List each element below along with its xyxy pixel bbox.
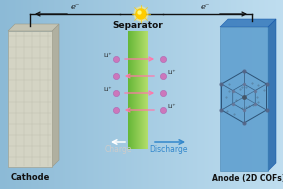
Polygon shape [8,24,59,31]
Polygon shape [8,31,52,167]
Text: Charge: Charge [104,146,132,154]
Text: e⁻: e⁻ [200,3,210,11]
Text: Li⁺: Li⁺ [104,87,112,92]
Circle shape [134,7,148,21]
Circle shape [138,11,141,14]
Text: Li⁺: Li⁺ [167,104,175,109]
Text: Li⁺: Li⁺ [104,53,112,58]
Circle shape [136,9,146,19]
Polygon shape [220,19,276,27]
Text: e⁻: e⁻ [70,3,80,11]
Text: Discharge: Discharge [149,146,187,154]
Text: Separator: Separator [113,22,163,30]
Text: Anode (2D COFs): Anode (2D COFs) [212,174,283,184]
Text: Cathode: Cathode [10,173,50,181]
Polygon shape [52,24,59,167]
Text: Li⁺: Li⁺ [167,70,175,75]
Polygon shape [268,19,276,171]
Polygon shape [220,27,268,171]
